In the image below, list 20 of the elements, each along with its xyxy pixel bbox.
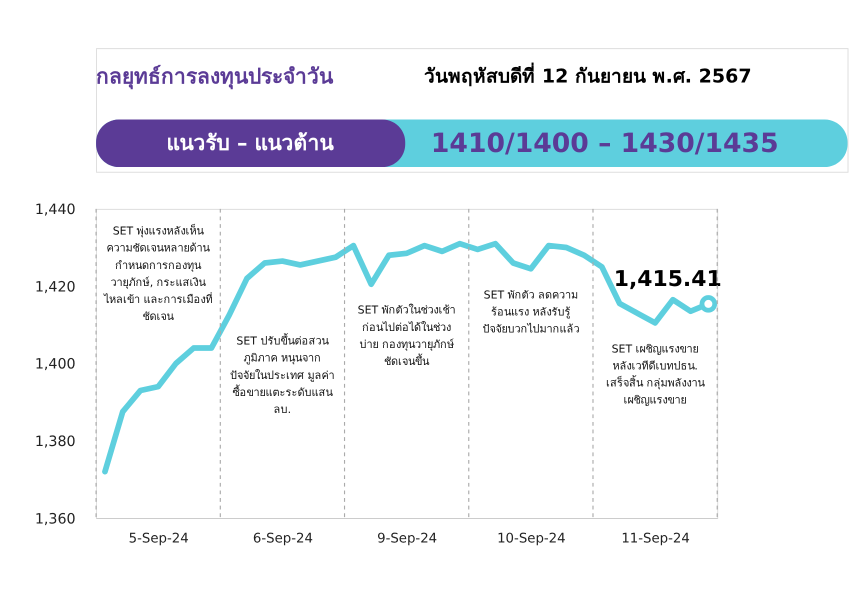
annotation: SET เผชิญแรงขาย หลังเวทีดีเบทปธน. เสร็จสิ้น กลุ่มพลังงาน เผชิญแรงขาย [606, 342, 706, 407]
annotation: SET พักตัว ลดความ ร้อนแรง หลังรับรู้ ปัจจัยบวกไปมากแล้ว [482, 288, 580, 336]
chart-subtitle: วันพฤหัสบดีที่ 12 กันยายน พ.ศ. 2567 [424, 62, 752, 88]
x-tick-label: 9-Sep-24 [377, 531, 438, 546]
x-tick-label: 5-Sep-24 [128, 531, 189, 546]
x-tick-label: 6-Sep-24 [252, 531, 313, 546]
text: แนวรับ – แนวต้าน [166, 130, 335, 155]
y-tick-label: 1,360 [34, 511, 76, 528]
text: 1410/1400 – 1430/1435 [430, 128, 779, 159]
x-tick-label: 10-Sep-24 [497, 531, 566, 546]
annotation: SET พักตัวในช่วงเช้า ก่อนไปต่อได้ในช่วง บ่าย กองทุนวายุภักษ์ ชัดเจนขึ้น [358, 304, 456, 368]
y-tick-label: 1,380 [34, 434, 76, 450]
annotation: SET พุ่งแรงหลังเห็น ความชัดเจนหลายด้าน กำหนดการกองทุน วายุภักษ์, กระแสเงิน ไหลเข้า และการเมืองที่ ชัดเจน [102, 224, 212, 324]
x-tick-label: 11-Sep-24 [621, 531, 690, 546]
y-tick-label: 1,440 [34, 202, 76, 218]
y-tick-label: 1,420 [34, 279, 76, 296]
chart-title: กลยุทธ์การลงทุนประจำวัน [96, 64, 334, 90]
data-label: 1,415.41 [614, 266, 722, 292]
annotation: SET ปรับขึ้นต่อสวน ภูมิภาค หนุนจาก ปัจจัยในประเทศ มูลค่า ซื้อขายแตะระดับแสน ลบ. [230, 332, 335, 416]
y-tick-label: 1,400 [34, 356, 76, 373]
